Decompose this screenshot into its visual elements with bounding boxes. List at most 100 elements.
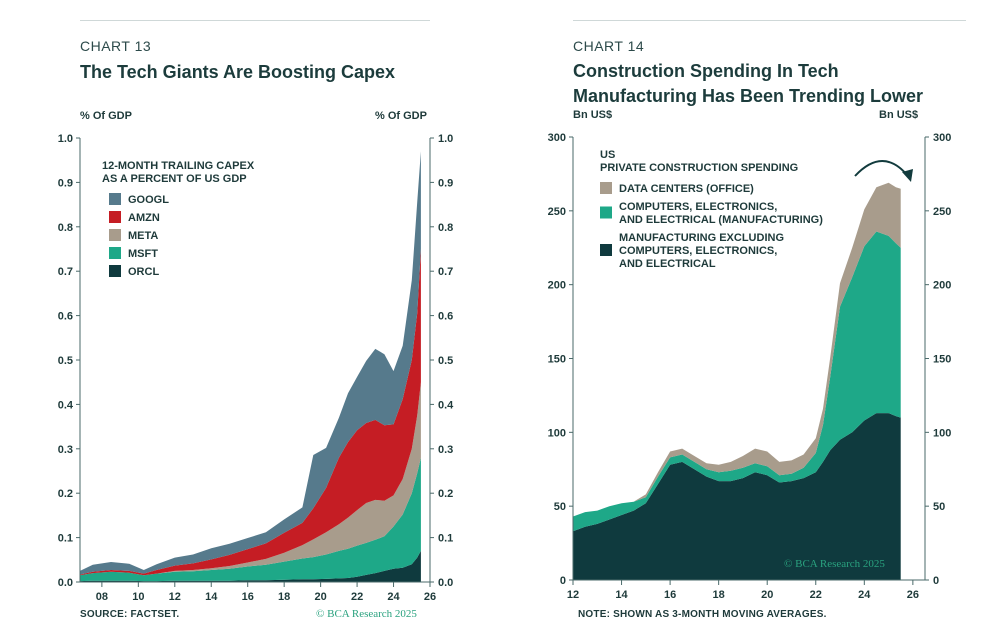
top-rule — [573, 20, 966, 21]
y-tick-label-right: 250 — [933, 206, 951, 218]
y-unit-right: % Of GDP — [375, 110, 427, 122]
y-tick-label-left: 0.8 — [58, 222, 73, 234]
y-tick-label-left: 100 — [548, 427, 566, 439]
area-orcl — [80, 550, 421, 582]
chart-title: The Tech Giants Are Boosting Capex — [80, 62, 396, 82]
x-tick-label: 24 — [387, 591, 400, 603]
y-tick-label-left: 0.0 — [58, 577, 73, 589]
x-tick-label: 20 — [761, 589, 773, 601]
y-tick-label-left: 250 — [548, 206, 566, 218]
y-tick-label-right: 0.7 — [438, 266, 453, 278]
chart-number: CHART 14 — [573, 38, 645, 54]
legend-title: PRIVATE CONSTRUCTION SPENDING — [600, 162, 798, 174]
y-unit-left: Bn US$ — [573, 109, 613, 121]
source-note: SOURCE: FACTSET. — [80, 609, 180, 620]
y-unit-right: Bn US$ — [879, 109, 919, 121]
y-tick-label-left: 0.2 — [58, 488, 73, 500]
legend-label: MSFT — [128, 248, 158, 260]
y-tick-label-left: 0.7 — [58, 266, 73, 278]
y-tick-label-left: 150 — [548, 354, 566, 366]
legend-swatch-msft — [109, 247, 121, 259]
chart-13-panel: CHART 13 The Tech Giants Are Boosting Ca… — [58, 20, 454, 620]
legend-swatch-googl — [109, 193, 121, 205]
legend-swatch-data-centers-office — [600, 182, 612, 194]
legend-label: DATA CENTERS (OFFICE) — [619, 183, 754, 195]
x-tick-label: 16 — [664, 589, 676, 601]
legend-title: AS A PERCENT OF US GDP — [102, 173, 247, 185]
x-tick-label: 14 — [205, 591, 218, 603]
y-tick-label-left: 200 — [548, 280, 566, 292]
y-tick-label-right: 150 — [933, 354, 951, 366]
y-tick-label-left: 0 — [560, 575, 566, 587]
x-tick-label: 14 — [615, 589, 628, 601]
legend-swatch-manufacturing-excluding-comput — [600, 244, 612, 256]
area-amzn — [80, 249, 421, 576]
area-computers-electronics-and-electrical-man — [573, 231, 901, 532]
trend-arrow — [854, 160, 909, 177]
legend-label: AND ELECTRICAL — [619, 258, 716, 270]
x-tick-label: 24 — [858, 589, 871, 601]
chart-title-line2: Manufacturing Has Been Trending Lower — [573, 86, 924, 106]
y-tick-label-right: 0.3 — [438, 444, 453, 456]
legend-label: AND ELECTRICAL (MANUFACTURING) — [619, 214, 823, 226]
x-tick-label: 18 — [713, 589, 725, 601]
y-tick-label-right: 0.0 — [438, 577, 453, 589]
y-tick-label-left: 50 — [554, 501, 566, 513]
chart-14-panel: CHART 14 Construction Spending In Tech M… — [500, 0, 1000, 644]
legend-label: MANUFACTURING EXCLUDING — [619, 232, 784, 244]
x-tick-label: 20 — [315, 591, 327, 603]
y-tick-label-left: 0.1 — [58, 533, 73, 545]
copyright: © BCA Research 2025 — [784, 558, 885, 570]
legend-label: META — [128, 230, 158, 242]
x-tick-label: 08 — [96, 591, 108, 603]
legend-title: US — [600, 149, 615, 161]
y-tick-label-left: 0.5 — [58, 355, 73, 367]
x-tick-label: 26 — [907, 589, 919, 601]
y-tick-label-right: 0.4 — [438, 399, 454, 411]
legend-label: COMPUTERS, ELECTRONICS, — [619, 201, 777, 213]
y-tick-label-left: 0.4 — [58, 399, 74, 411]
legend-swatch-amzn — [109, 211, 121, 223]
y-tick-label-right: 0.8 — [438, 222, 453, 234]
x-tick-label: 22 — [351, 591, 363, 603]
legend-label: COMPUTERS, ELECTRONICS, — [619, 245, 777, 257]
y-tick-label-right: 0.6 — [438, 311, 453, 323]
y-tick-label-right: 100 — [933, 427, 951, 439]
area-manufacturing-excluding-computers-electr — [573, 413, 901, 580]
x-tick-label: 22 — [810, 589, 822, 601]
x-tick-label: 12 — [169, 591, 181, 603]
note: NOTE: SHOWN AS 3-MONTH MOVING AVERAGES. — [578, 609, 827, 620]
y-tick-label-left: 300 — [548, 132, 566, 144]
chart-number: CHART 13 — [80, 38, 152, 54]
x-tick-label: 16 — [242, 591, 254, 603]
y-tick-label-left: 0.9 — [58, 177, 73, 189]
chart-13-svg: 0.0 0.0 0.1 0.1 0.2 0.2 0.3 0.3 0.4 0.4 0.5 0.5 0.6 0… — [58, 133, 454, 603]
y-unit-left: % Of GDP — [80, 110, 132, 122]
y-tick-label-right: 0 — [933, 575, 939, 587]
x-tick-label: 10 — [132, 591, 144, 603]
legend-title: 12-MONTH TRAILING CAPEX — [102, 160, 255, 172]
legend-swatch-meta — [109, 229, 121, 241]
y-tick-label-right: 0.1 — [438, 533, 453, 545]
y-tick-label-right: 300 — [933, 132, 951, 144]
y-tick-label-left: 1.0 — [58, 133, 73, 145]
legend-label: GOOGL — [128, 194, 169, 206]
y-tick-label-right: 1.0 — [438, 133, 453, 145]
legend-label: ORCL — [128, 266, 159, 278]
x-tick-label: 18 — [278, 591, 290, 603]
y-tick-label-right: 200 — [933, 280, 951, 292]
y-tick-label-right: 0.5 — [438, 355, 453, 367]
top-rule — [80, 20, 430, 21]
chart-14-svg: 0 0 50 50 100 100 150 150 200 200 250 250 300 300 12 14… — [548, 132, 952, 601]
legend-swatch-computers-electronics-and-elec — [600, 206, 612, 219]
y-tick-label-left: 0.6 — [58, 311, 73, 323]
legend-swatch-orcl — [109, 265, 121, 277]
x-tick-label: 12 — [567, 589, 579, 601]
y-tick-label-right: 0.2 — [438, 488, 453, 500]
area-msft — [80, 457, 421, 582]
trend-arrow-head — [902, 169, 913, 182]
copyright: © BCA Research 2025 — [316, 608, 417, 620]
y-tick-label-left: 0.3 — [58, 444, 73, 456]
chart-title-line1: Construction Spending In Tech — [573, 61, 839, 81]
area-meta — [80, 382, 421, 576]
